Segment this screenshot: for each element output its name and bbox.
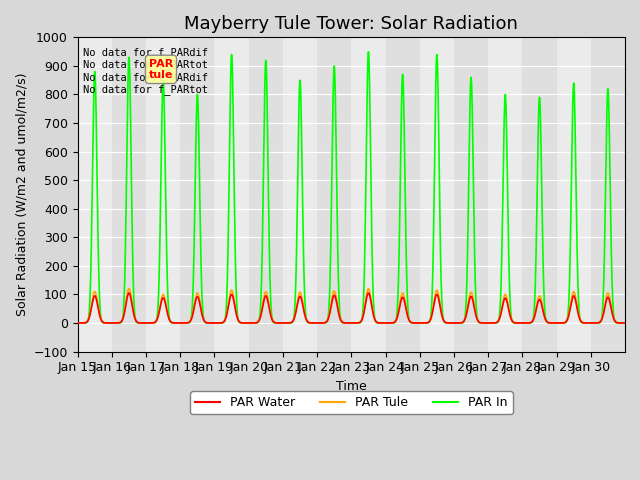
X-axis label: Time: Time <box>336 380 367 393</box>
Title: Mayberry Tule Tower: Solar Radiation: Mayberry Tule Tower: Solar Radiation <box>184 15 518 33</box>
Bar <box>249 37 283 351</box>
Bar <box>420 37 454 351</box>
Y-axis label: Solar Radiation (W/m2 and umol/m2/s): Solar Radiation (W/m2 and umol/m2/s) <box>15 72 28 316</box>
Bar <box>317 37 351 351</box>
Bar <box>454 37 488 351</box>
Text: PAR
tule: PAR tule <box>149 59 173 80</box>
Bar <box>146 37 180 351</box>
Bar <box>591 37 625 351</box>
Text: No data for f_PARdif
No data for f_PARtot
No data for f_PARdif
No data for f_PAR: No data for f_PARdif No data for f_PARto… <box>83 47 208 95</box>
Bar <box>77 37 112 351</box>
Legend: PAR Water, PAR Tule, PAR In: PAR Water, PAR Tule, PAR In <box>190 391 513 414</box>
Bar <box>385 37 420 351</box>
Bar <box>557 37 591 351</box>
Bar <box>522 37 557 351</box>
Bar <box>351 37 385 351</box>
Bar <box>488 37 522 351</box>
Bar <box>283 37 317 351</box>
Bar <box>214 37 249 351</box>
Bar <box>180 37 214 351</box>
Bar <box>112 37 146 351</box>
